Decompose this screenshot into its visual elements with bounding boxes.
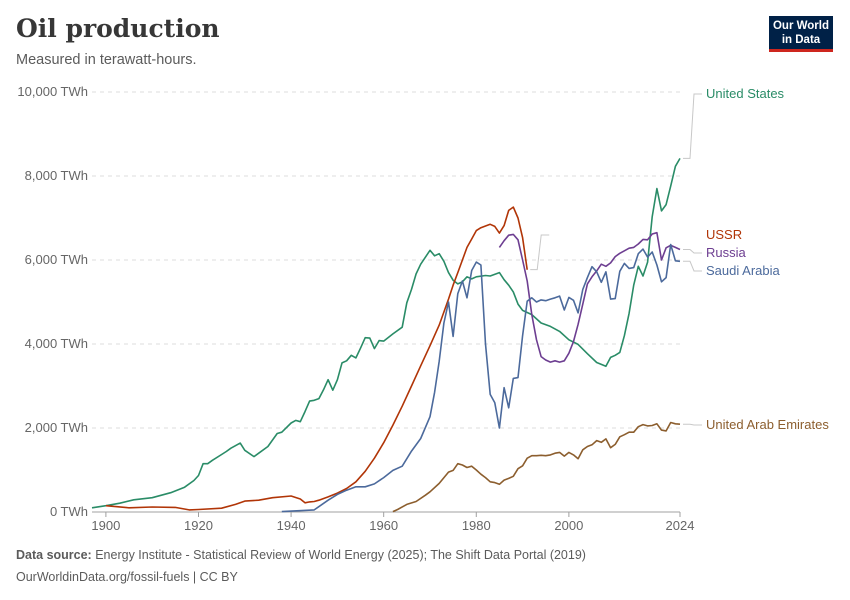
page-subtitle: Measured in terawatt-hours. xyxy=(16,52,197,68)
series-line xyxy=(91,157,681,509)
y-tick-label: 8,000 TWh xyxy=(25,168,88,183)
series-end-label: United States xyxy=(706,86,785,101)
owid-logo[interactable]: Our World in Data xyxy=(769,16,833,52)
footer-url-license[interactable]: OurWorldinData.org/fossil-fuels | CC BY xyxy=(16,570,238,584)
page-title: Oil production xyxy=(16,14,220,43)
logo-line-1: Our World xyxy=(772,20,829,32)
series-layer xyxy=(91,157,681,513)
logo-line-2: in Data xyxy=(781,34,821,46)
x-tick-label: 2024 xyxy=(666,518,695,533)
x-tick-label: 1900 xyxy=(91,518,120,533)
y-tick-label: 2,000 TWh xyxy=(25,420,88,435)
series-line xyxy=(281,243,681,513)
footer-source-text: Energy Institute - Statistical Review of… xyxy=(95,548,586,562)
series-line xyxy=(498,231,681,363)
series-end-label: USSR xyxy=(706,227,742,242)
x-tick-label: 1940 xyxy=(277,518,306,533)
footer-source-label: Data source: xyxy=(16,548,92,562)
x-tick-label: 1960 xyxy=(369,518,398,533)
series-label-connector xyxy=(683,93,702,159)
series-label-connector xyxy=(530,234,550,271)
series-end-label: Saudi Arabia xyxy=(706,263,780,278)
y-tick-label: 6,000 TWh xyxy=(25,252,88,267)
y-tick-label: 4,000 TWh xyxy=(25,336,88,351)
series-label-connector xyxy=(683,249,702,254)
series-line xyxy=(105,206,528,511)
x-tick-label: 1920 xyxy=(184,518,213,533)
series-label-connector xyxy=(683,423,702,426)
y-tick-label: 10,000 TWh xyxy=(17,84,88,99)
series-line xyxy=(392,421,681,513)
series-end-label: Russia xyxy=(706,245,747,260)
x-tick-label: 1980 xyxy=(462,518,491,533)
y-tick-label: 0 TWh xyxy=(50,504,88,519)
grid-layer xyxy=(92,91,681,517)
oil-production-chart: 0 TWh 2,000 TWh 4,000 TWh 6,000 TWh 8,000 TW… xyxy=(17,84,829,533)
x-tick-label: 2000 xyxy=(554,518,583,533)
series-end-label: United Arab Emirates xyxy=(706,417,829,432)
series-label-connector xyxy=(683,260,702,272)
footer-source: Data source: Energy Institute - Statisti… xyxy=(16,548,586,562)
label-layer: 0 TWh 2,000 TWh 4,000 TWh 6,000 TWh 8,000 TW… xyxy=(17,84,829,533)
